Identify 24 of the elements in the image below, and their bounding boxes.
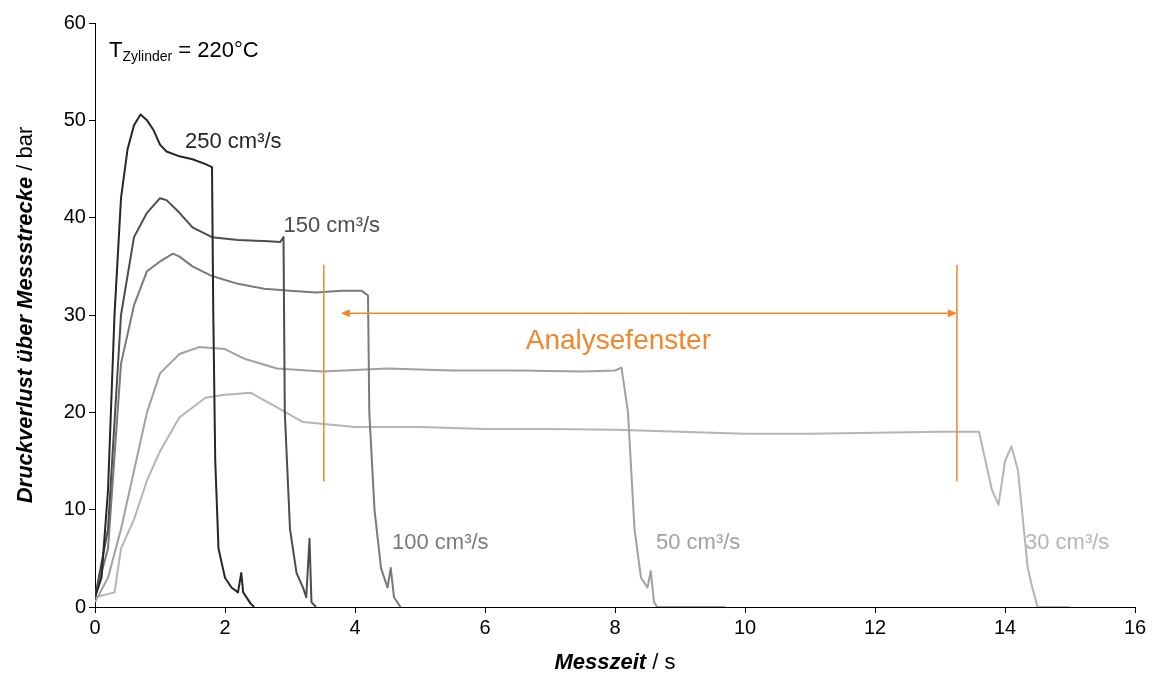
series-label: 150 cm³/s [283, 212, 381, 238]
series-label: 250 cm³/s [185, 128, 282, 154]
y-tick-label: 40 [63, 205, 86, 228]
series-label: 100 cm³/s [392, 529, 489, 555]
y-axis-title: Druckverlust über Messstrecke / bar [12, 126, 38, 504]
y-tick-label: 20 [63, 399, 86, 422]
y-tick-label: 0 [74, 594, 86, 617]
annotation: Analysefenster [525, 324, 711, 355]
x-tick-label: 12 [863, 615, 887, 638]
x-tick-label: 10 [733, 615, 757, 638]
x-tick-label: 6 [479, 615, 491, 638]
x-tick-label: 2 [219, 615, 231, 638]
x-tick-label: 8 [609, 615, 621, 638]
y-tick-label: 60 [63, 10, 86, 33]
x-tick-label: 14 [993, 615, 1017, 638]
y-tick-label: 30 [63, 302, 86, 325]
series-label: 30 cm³/s [1025, 529, 1110, 555]
x-tick-label: 16 [1123, 615, 1147, 638]
x-tick-label: 4 [349, 615, 361, 638]
y-tick-label: 10 [63, 497, 86, 520]
x-axis-title: Messzeit / s [554, 649, 676, 675]
y-tick-label: 50 [63, 107, 86, 130]
series-label: 50 cm³/s [656, 529, 741, 555]
x-tick-label: 0 [89, 615, 101, 638]
